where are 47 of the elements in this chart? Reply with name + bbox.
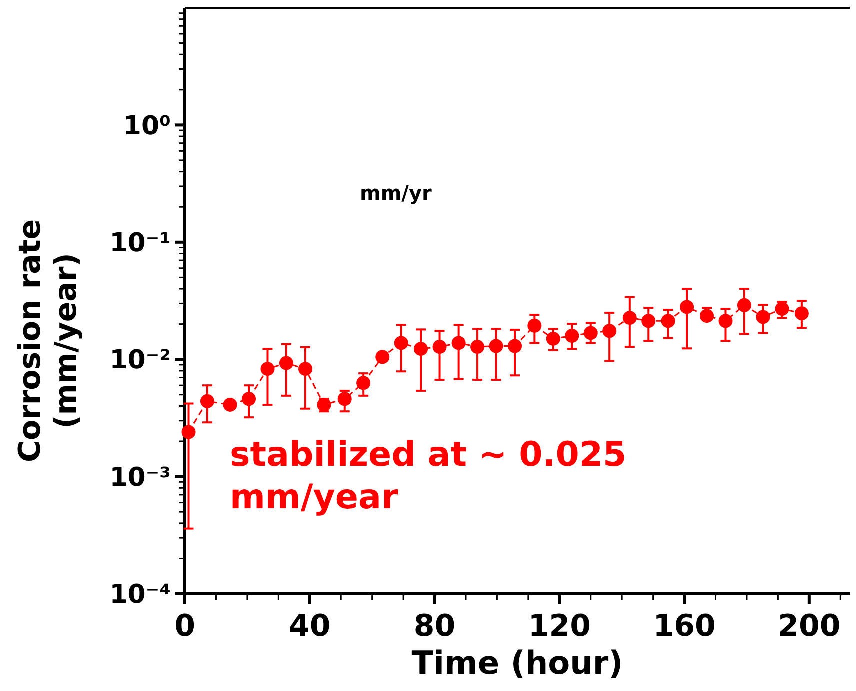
point (775, 302, 790, 316)
point (700, 309, 714, 324)
y-tick-label: 10⁻¹ (110, 228, 171, 258)
point (794, 306, 809, 321)
y-axis-title: Corrosion rate (mm/year) (13, 219, 84, 463)
point (756, 310, 770, 324)
x-tick-label: 0 (174, 609, 196, 644)
x-tick-label: 200 (778, 609, 841, 644)
point (414, 342, 428, 356)
point (356, 376, 371, 390)
point (200, 394, 214, 408)
point (223, 398, 238, 412)
point (622, 311, 637, 326)
point (602, 324, 617, 338)
point (452, 336, 466, 350)
point (432, 340, 447, 354)
point (528, 318, 542, 333)
point (260, 362, 275, 376)
point (279, 356, 294, 370)
point (182, 425, 196, 440)
x-tick-label: 40 (289, 609, 331, 644)
point (718, 314, 733, 328)
point (298, 362, 313, 376)
point (565, 328, 580, 343)
x-axis-title: Time (hour) (412, 644, 624, 682)
point (661, 314, 676, 328)
annotation: stabilized at ~ 0.025 mm/year (230, 435, 627, 518)
point (584, 326, 598, 340)
x-tick-label: 120 (528, 609, 591, 644)
y-tick-label: 10⁰ (123, 111, 171, 142)
point (242, 392, 256, 406)
point (546, 332, 560, 346)
point (470, 340, 485, 354)
point (680, 300, 694, 314)
x-tick-label: 160 (653, 609, 716, 644)
point (394, 336, 408, 350)
point (338, 392, 352, 406)
y-tick-label: 10⁻² (110, 346, 171, 376)
point (737, 298, 752, 312)
x-tick-label: 80 (414, 609, 456, 644)
point (642, 314, 656, 328)
point (376, 350, 390, 364)
y-tick-label: 10⁻⁴ (110, 580, 171, 610)
point (508, 339, 522, 354)
annotation: mm/yr (360, 181, 432, 205)
point (489, 339, 504, 354)
y-tick-label: 10⁻³ (110, 462, 171, 493)
